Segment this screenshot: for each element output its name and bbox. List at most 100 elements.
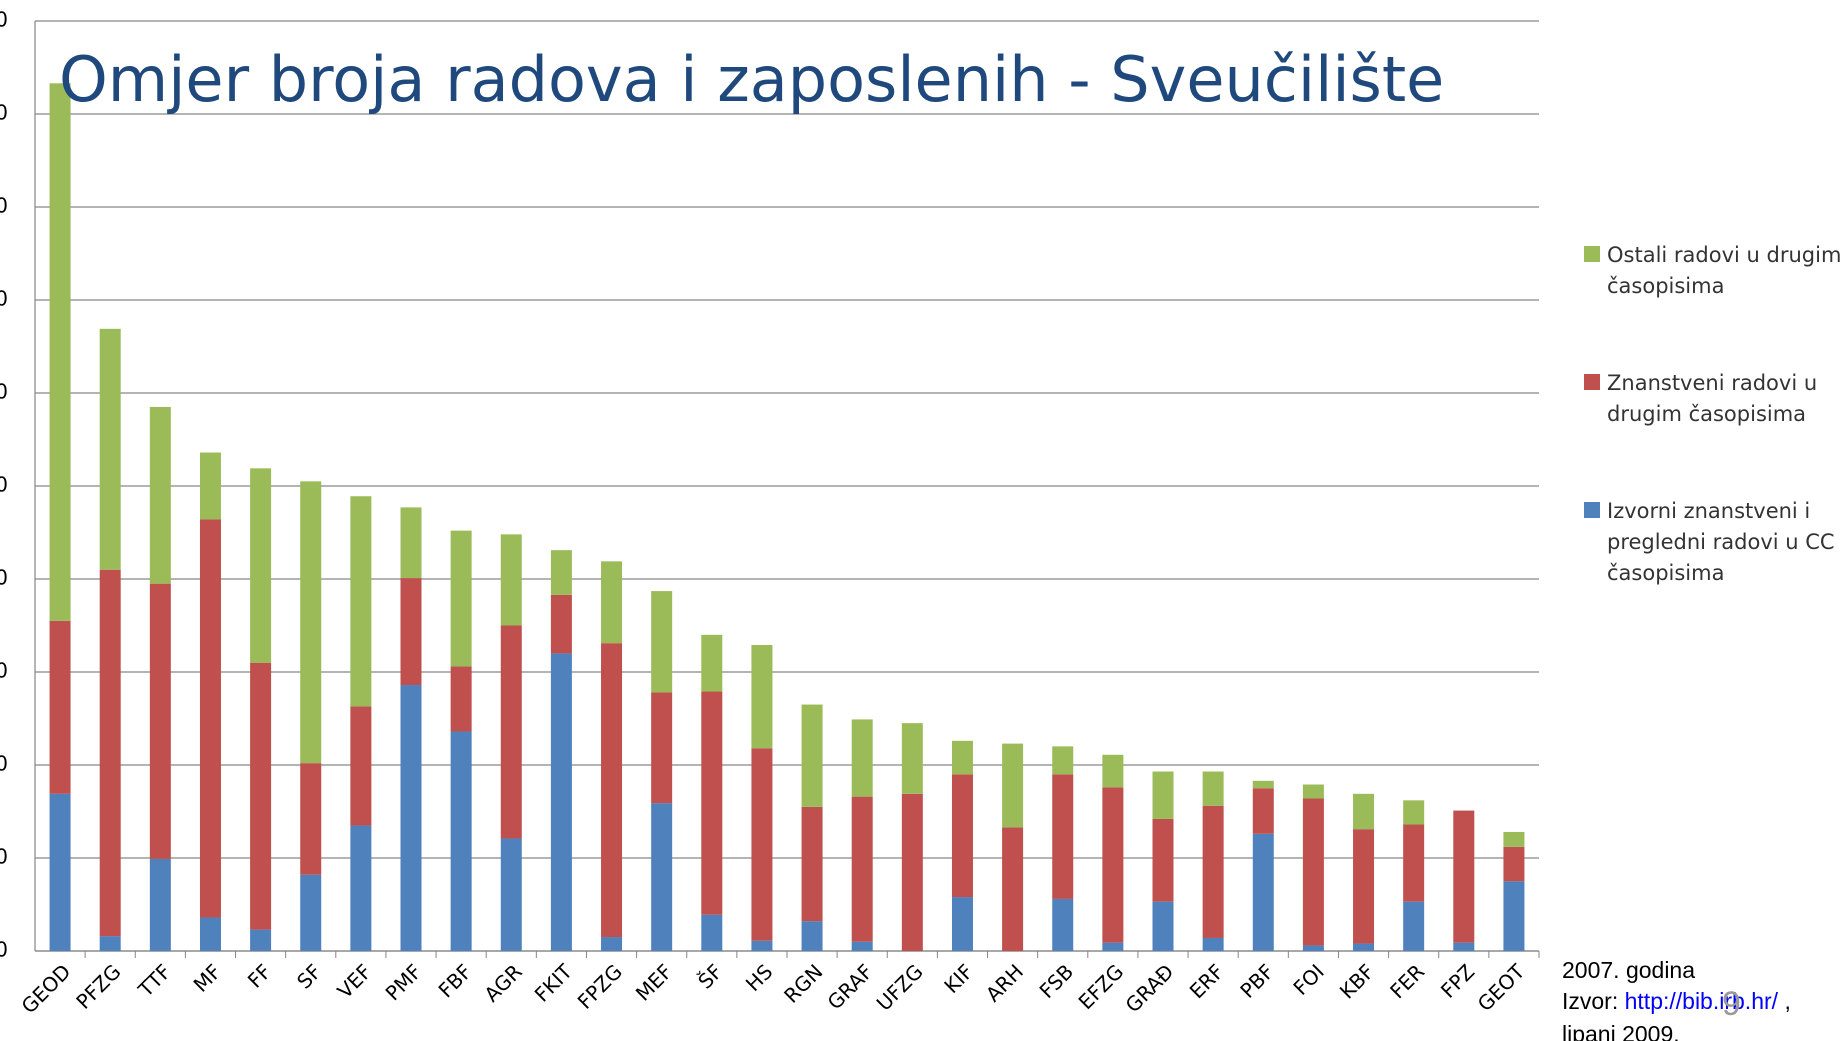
- legend-swatch: [1584, 246, 1600, 262]
- legend-label: Znanstveni radovi u drugim časopisima: [1607, 371, 1818, 426]
- bar-segment: [500, 625, 522, 839]
- bar-segment: [1202, 771, 1224, 806]
- year-note: 2007. godina: [1562, 957, 1696, 983]
- bar-segment: [1403, 824, 1425, 902]
- bar-segment: [751, 748, 773, 941]
- x-tick-label: AGR: [480, 959, 527, 1006]
- x-tick-label: ARH: [981, 959, 1028, 1006]
- y-tick-label: 50: [0, 473, 8, 497]
- bar-segment: [1202, 937, 1224, 951]
- x-tick-label: PBF: [1235, 959, 1278, 1002]
- bar-segment: [49, 83, 71, 621]
- source-link[interactable]: http://bib.irb.hr/: [1624, 988, 1779, 1014]
- bar-segment: [1302, 945, 1324, 951]
- bar-segment: [1353, 829, 1375, 944]
- x-tick-label: KIF: [939, 959, 978, 998]
- bar-segment: [1152, 901, 1174, 951]
- bar-segment: [300, 763, 322, 875]
- x-tick-label: GRAF: [823, 959, 878, 1014]
- x-tick-label: SF: [292, 959, 326, 993]
- source-suffix: ,: [1784, 988, 1791, 1014]
- bar-segment: [1252, 833, 1274, 951]
- source-note: Izvor: http://bib.irb.hr/ ,: [1562, 988, 1791, 1015]
- source-prefix: Izvor:: [1562, 988, 1619, 1014]
- bar-segment: [901, 793, 923, 951]
- bar-segment: [751, 940, 773, 951]
- date-note: lipanj 2009.: [1562, 1021, 1680, 1041]
- bar-segment: [651, 692, 673, 804]
- x-tick-label: FPZ: [1436, 959, 1479, 1002]
- bar-segment: [851, 719, 873, 797]
- x-tick-label: GRAĐ: [1121, 959, 1179, 1017]
- x-tick-label: FBF: [434, 959, 477, 1002]
- x-tick-label: FER: [1385, 959, 1429, 1003]
- bar-segment: [550, 653, 572, 951]
- bar-segment: [601, 937, 623, 951]
- bar-segment: [400, 685, 422, 951]
- bar-segment: [601, 561, 623, 644]
- y-tick-label: 20: [0, 752, 8, 776]
- bar-segment: [250, 468, 272, 663]
- bar-segment: [400, 507, 422, 579]
- bar-segment: [1403, 800, 1425, 825]
- x-tick-label: FKIT: [530, 959, 578, 1007]
- bar-segment: [350, 706, 372, 826]
- bar-segment: [500, 838, 522, 951]
- bar-segment: [801, 704, 823, 807]
- x-tick-label: FF: [243, 959, 276, 992]
- y-tick-label: 40: [0, 566, 8, 590]
- x-tick-label: EFZG: [1074, 959, 1129, 1014]
- bar-segment: [701, 634, 723, 692]
- bar-segment: [199, 917, 221, 951]
- x-tick-label: ERF: [1185, 959, 1229, 1003]
- legend-swatch: [1584, 502, 1600, 518]
- bar-segment: [250, 662, 272, 930]
- bar-segment: [1403, 901, 1425, 951]
- bar-segment: [199, 519, 221, 918]
- bar-segment: [149, 583, 171, 859]
- bar-segment: [550, 550, 572, 595]
- bar-segment: [1503, 846, 1525, 882]
- y-tick-label: 10: [0, 845, 8, 869]
- bar-segment: [951, 740, 973, 775]
- bar-segment: [450, 731, 472, 951]
- bar-segment: [1503, 881, 1525, 951]
- bar-segment: [250, 929, 272, 951]
- bar-segment: [99, 328, 121, 570]
- bar-segment: [851, 796, 873, 942]
- x-tick-label: GEOT: [1473, 959, 1530, 1016]
- bar-segment: [1453, 942, 1475, 951]
- legend-label: Ostali radovi u drugim časopisima: [1607, 243, 1842, 298]
- x-tick-label: TTF: [133, 959, 176, 1002]
- bar-segment: [1202, 805, 1224, 938]
- bar-segment: [1002, 743, 1024, 828]
- bar-segment: [1052, 774, 1074, 899]
- bar-segment: [300, 874, 322, 951]
- bar-segment: [651, 591, 673, 693]
- x-tick-label: PMF: [381, 959, 427, 1005]
- bar-segment: [49, 793, 71, 951]
- y-tick-label: 30: [0, 659, 8, 683]
- bar-segment: [1102, 787, 1124, 943]
- x-tick-label: PFZG: [71, 959, 125, 1013]
- bar-segment: [701, 691, 723, 915]
- bar-segment: [350, 496, 372, 707]
- bar-segment: [1152, 818, 1174, 902]
- y-tick-label: 60: [0, 380, 8, 404]
- bar-segment: [1252, 788, 1274, 834]
- bar-segment: [901, 723, 923, 794]
- bar-segment: [651, 803, 673, 951]
- chart-title: Omjer broja radova i zaposlenih - Sveuči…: [59, 43, 1444, 116]
- x-tick-label: VEF: [333, 959, 377, 1003]
- x-tick-label: UFZG: [872, 959, 928, 1015]
- bar-segment: [199, 452, 221, 520]
- bar-segment: [500, 534, 522, 626]
- bar-segment: [1102, 754, 1124, 788]
- bar-segment: [1302, 798, 1324, 946]
- x-tick-label: ŠF: [693, 959, 727, 993]
- bar-segment: [851, 941, 873, 951]
- bar-segment: [550, 594, 572, 654]
- bar-segment: [350, 825, 372, 951]
